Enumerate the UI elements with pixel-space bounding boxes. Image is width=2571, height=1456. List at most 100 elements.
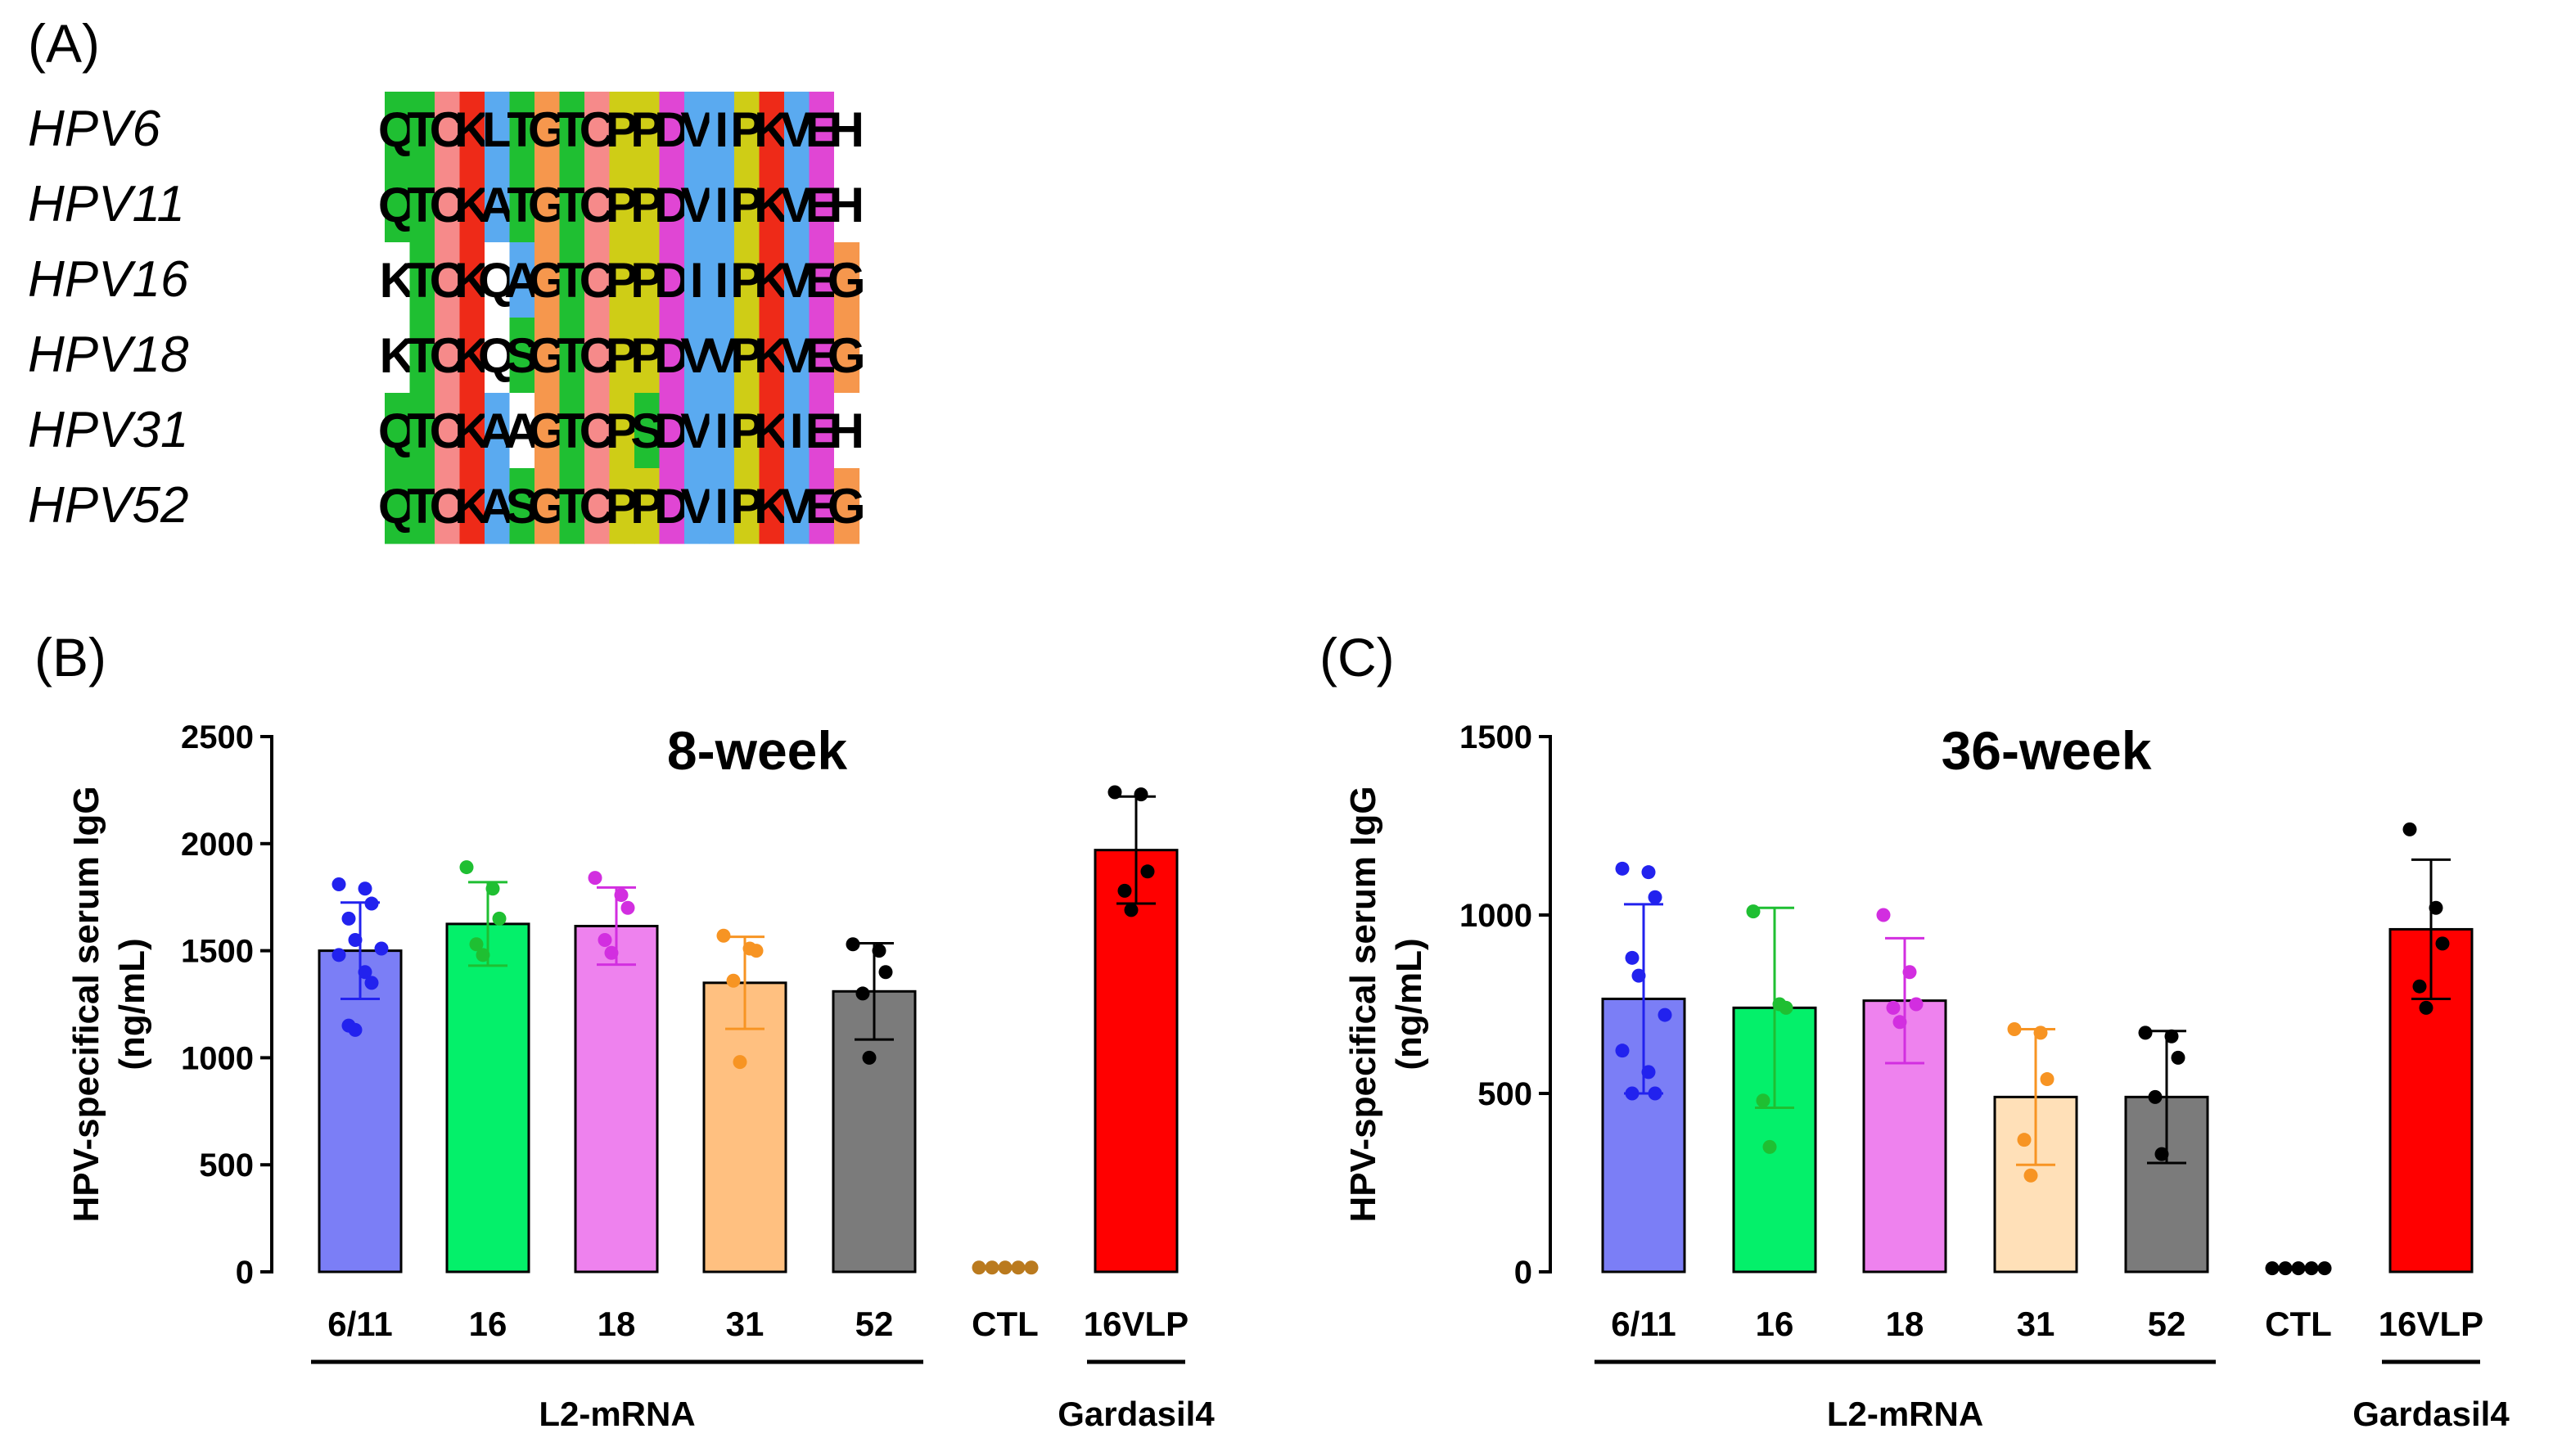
residue-cell [409,318,435,394]
x-tick-label: 16 [1756,1305,1794,1343]
sequence-name-hpv6: HPV6 [28,101,160,157]
panel-label-b: (B) [34,627,106,687]
x-tick-label: 52 [2148,1305,2186,1343]
data-point [1024,1260,1039,1275]
residue-letter: L [482,102,512,157]
residue-letter: I [790,403,804,458]
residue-cell [559,393,585,469]
residue-cell [385,242,411,318]
residue-letter: H [829,178,864,232]
residue-cell [759,393,785,469]
residue-cell [684,242,710,318]
residue-cell [435,393,461,469]
residue-cell [634,468,661,544]
residue-letter: K [754,403,789,458]
residue-letter: T [557,328,587,383]
y-axis-label-line: HPV-specifical serum IgG [66,786,106,1222]
data-point [485,881,500,896]
residue-cell [784,242,810,318]
data-point [1876,908,1891,922]
residue-cell [809,468,835,544]
residue-cell [409,393,435,469]
data-point [2429,900,2443,915]
data-point [2291,1261,2306,1276]
residue-letter: T [557,479,587,534]
residue-cell [609,393,635,469]
bar-31 [702,981,787,1273]
residue-cell [385,167,411,243]
data-point [1011,1260,1026,1275]
residue-cell [584,92,611,168]
residue-letter: D [654,253,689,308]
data-point [348,1022,363,1037]
residue-letter: K [754,253,789,308]
residue-letter: T [407,403,437,458]
residue-letter: D [654,328,689,383]
residue-letter: C [430,479,465,534]
data-point [588,871,602,886]
residue-cell [734,393,760,469]
residue-cell [659,393,685,469]
residue-cell [385,468,411,544]
x-tick-label: 16VLP [1084,1305,1189,1343]
residue-letter: V [780,328,813,383]
residue-letter: P [730,328,763,383]
residue-cell [534,393,561,469]
data-point [1140,864,1155,879]
chart-title: 36-week [1942,720,2152,781]
residue-cell [584,318,611,394]
residue-letter: K [754,328,789,383]
residue-letter: K [754,479,789,534]
residue-cell [759,242,785,318]
residue-letter: V [680,102,713,157]
panel-label-a: (A) [28,13,100,74]
group-label: Gardasil4 [1058,1395,1215,1433]
residue-letter: K [380,328,415,383]
data-point [1909,997,1924,1012]
data-point [2017,1133,2032,1147]
data-point [2412,979,2427,994]
residue-letter: P [606,253,638,308]
residue-letter: C [580,102,615,157]
data-point [1892,1015,1907,1030]
residue-cell [459,468,485,544]
residue-cell [485,318,511,394]
residue-cell [609,242,635,318]
residue-letter: P [630,328,663,383]
y-axis-label: HPV-specifical serum IgG (ng/mL) [1343,786,1429,1222]
residue-letter: V [680,328,713,383]
x-tick-label: 18 [1886,1305,1924,1343]
panel-label-c: (C) [1319,627,1395,687]
data-point [1658,1007,1672,1022]
sequence-name-hpv31: HPV31 [28,402,188,458]
sequence-name-hpv52: HPV52 [28,477,188,534]
residue-cell [435,242,461,318]
residue-cell [684,468,710,544]
sequence-name-hpv11: HPV11 [28,176,185,232]
chart-36-week: 36-week HPV-specifical serum IgG (ng/mL) 0 5… [1343,719,2510,1433]
residue-cell [559,468,585,544]
data-point [985,1260,999,1275]
data-point [998,1260,1013,1275]
residue-letter: A [504,403,539,458]
residue-letter: H [829,102,864,157]
residue-cell [709,318,735,394]
residue-letter: D [654,178,689,232]
residue-cell [709,92,735,168]
y-tick-label: 1500 [1459,719,1532,755]
residue-cell [634,242,661,318]
residue-cell [459,318,485,394]
residue-cell [734,242,760,318]
residue-letter: P [606,479,638,534]
residue-letter: I [715,479,728,534]
data-point [1625,1086,1640,1101]
x-tick-label: 31 [2017,1305,2055,1343]
residue-letter: V [706,328,738,383]
sequence-name-hpv16: HPV16 [28,251,189,308]
data-point [2154,1147,2169,1161]
residue-cell [834,92,860,168]
residue-cell [609,468,635,544]
residue-cell [534,318,561,394]
